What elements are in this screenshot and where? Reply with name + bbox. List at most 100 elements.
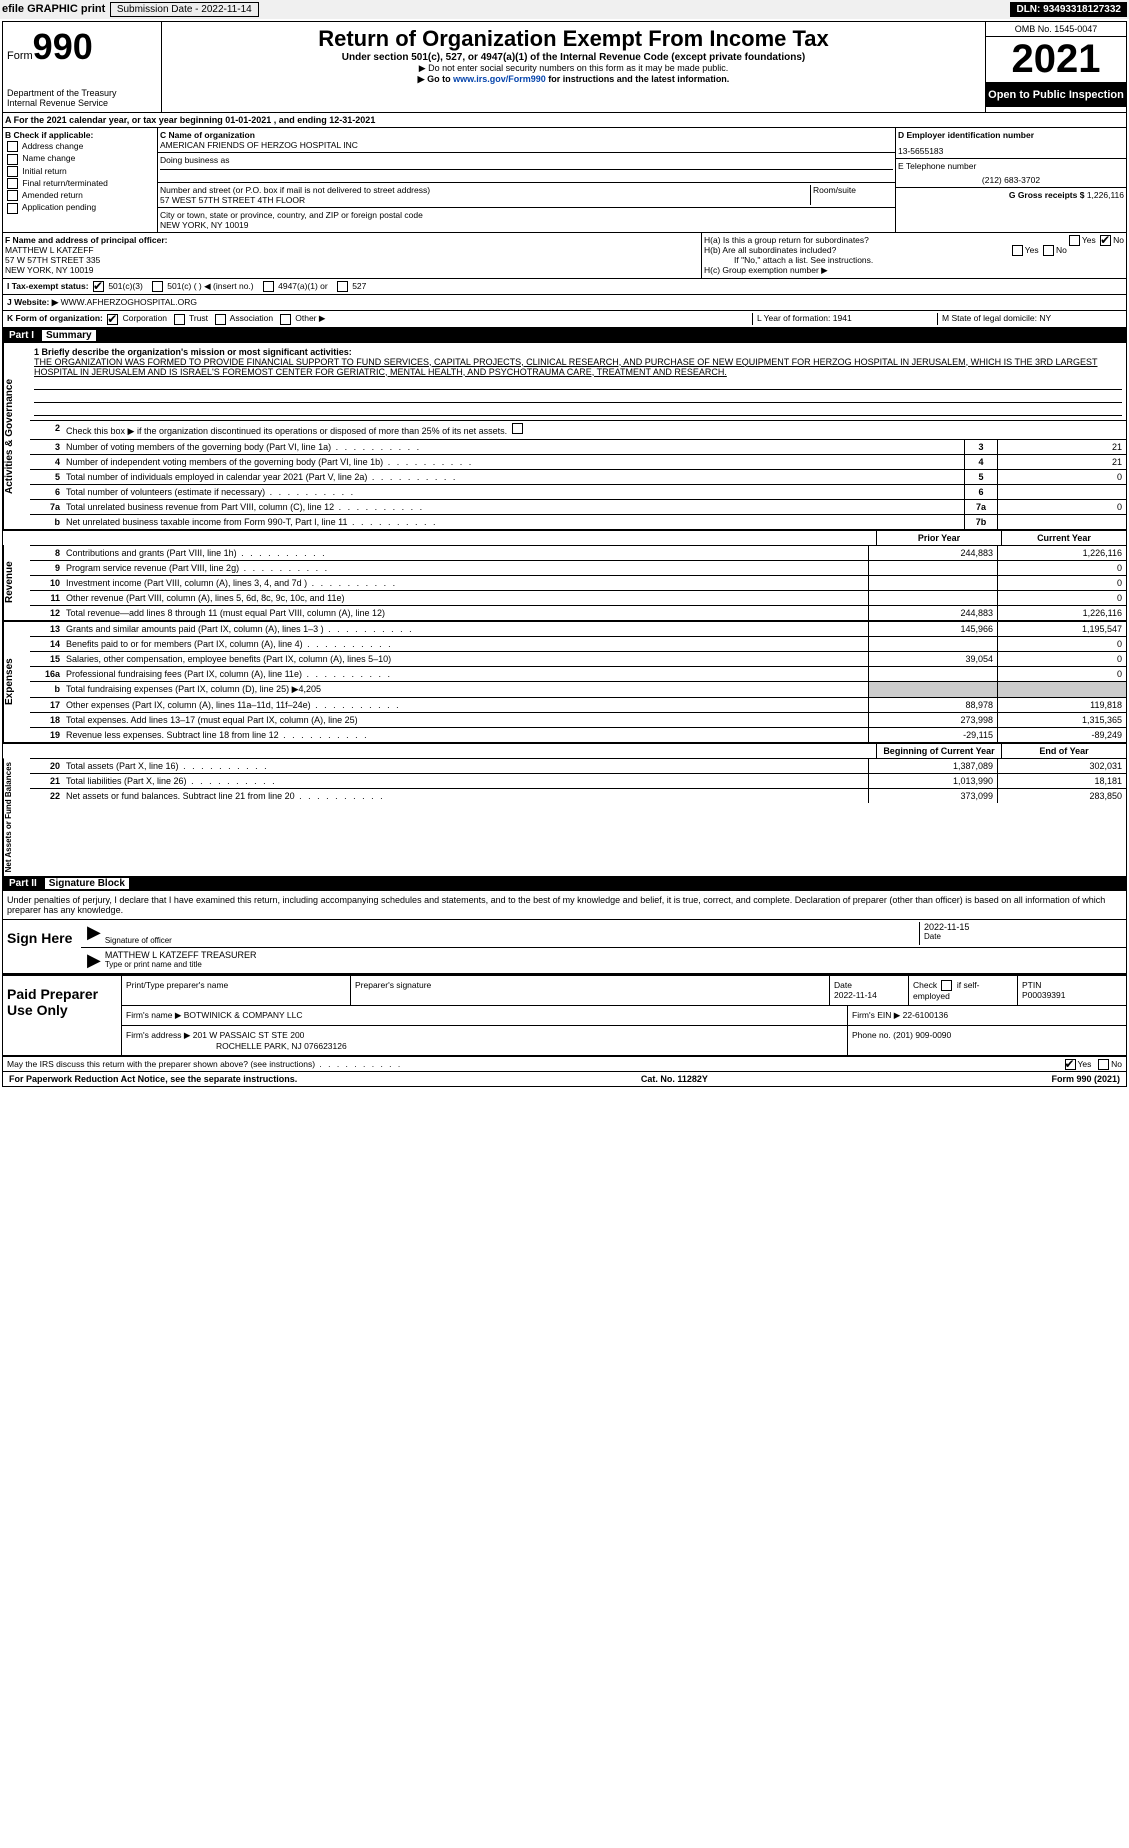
chk-discuss-no[interactable]: [1098, 1059, 1109, 1070]
line-21: Total liabilities (Part X, line 26): [64, 774, 868, 788]
c11: 0: [997, 591, 1126, 605]
line-16b: Total fundraising expenses (Part IX, col…: [64, 682, 868, 697]
block-b-label: B Check if applicable:: [5, 130, 155, 140]
prep-sig-label: Preparer's signature: [355, 980, 825, 990]
p15: 39,054: [868, 652, 997, 666]
p21: 1,013,990: [868, 774, 997, 788]
chk-line2[interactable]: [512, 423, 523, 434]
period-line: A For the 2021 calendar year, or tax yea…: [3, 113, 1126, 128]
chk-address-change[interactable]: [7, 141, 18, 152]
year-header-na: Beginning of Current Year End of Year: [3, 742, 1126, 758]
val-7a: 0: [997, 500, 1126, 514]
form-number: 990: [33, 26, 93, 67]
prep-date: 2022-11-14: [834, 990, 904, 1000]
c19: -89,249: [997, 728, 1126, 742]
block-c: C Name of organization AMERICAN FRIENDS …: [158, 128, 895, 232]
phone-value: (212) 683-3702: [898, 175, 1124, 185]
c21: 18,181: [997, 774, 1126, 788]
submission-date-box: Submission Date - 2022-11-14: [110, 2, 259, 17]
chk-corporation[interactable]: [107, 314, 118, 325]
sign-here-label: Sign Here: [3, 920, 81, 973]
year-header-rev: Prior Year Current Year: [3, 529, 1126, 545]
firm-name: BOTWINICK & COMPANY LLC: [184, 1010, 303, 1020]
ein-value: 13-5655183: [898, 146, 1124, 156]
part2-header: Part IISignature Block: [3, 876, 1126, 891]
chk-final-return[interactable]: [7, 178, 18, 189]
chk-4947[interactable]: [263, 281, 274, 292]
irs-link[interactable]: www.irs.gov/Form990: [453, 74, 546, 84]
chk-ha-yes[interactable]: [1069, 235, 1080, 246]
firm-name-label: Firm's name ▶: [126, 1010, 181, 1020]
prep-name-label: Print/Type preparer's name: [126, 980, 346, 990]
form-subtitle: Under section 501(c), 527, or 4947(a)(1)…: [166, 52, 981, 63]
row-i-label: I Tax-exempt status:: [7, 281, 89, 291]
form-title: Return of Organization Exempt From Incom…: [166, 26, 981, 52]
line-7b: Net unrelated business taxable income fr…: [64, 515, 964, 529]
paid-preparer-label: Paid Preparer Use Only: [3, 976, 122, 1055]
part1-title: Summary: [42, 330, 96, 341]
street-label: Number and street (or P.O. box if mail i…: [160, 185, 810, 195]
p11: [868, 591, 997, 605]
arrow-icon: ▶: [83, 950, 105, 971]
chk-501c[interactable]: [152, 281, 163, 292]
p22: 373,099: [868, 789, 997, 803]
row-k-label: K Form of organization:: [7, 313, 103, 323]
self-employed-label: Check if self-employed: [913, 980, 980, 1001]
omb-number: OMB No. 1545-0047: [986, 22, 1126, 37]
chk-amended-return[interactable]: [7, 190, 18, 201]
mission-block: 1 Briefly describe the organization's mi…: [30, 343, 1126, 420]
officer-name: MATTHEW L KATZEFF: [5, 245, 699, 255]
row-m: M State of legal domicile: NY: [937, 313, 1122, 324]
chk-association[interactable]: [215, 314, 226, 325]
c8: 1,226,116: [997, 546, 1126, 560]
chk-527[interactable]: [337, 281, 348, 292]
line-4: Number of independent voting members of …: [64, 455, 964, 469]
block-b: B Check if applicable: Address change Na…: [3, 128, 158, 232]
c18: 1,315,365: [997, 713, 1126, 727]
sig-date: 2022-11-15: [924, 922, 1124, 932]
chk-other[interactable]: [280, 314, 291, 325]
p14: [868, 637, 997, 651]
val-6: [997, 485, 1126, 499]
dln-label: DLN: 93493318127332: [1010, 2, 1127, 17]
top-bar: efile GRAPHIC print Submission Date - 20…: [0, 0, 1129, 19]
chk-hb-no[interactable]: [1043, 245, 1054, 256]
line-8: Contributions and grants (Part VIII, lin…: [64, 546, 868, 560]
firm-phone-label: Phone no.: [852, 1030, 891, 1040]
c15: 0: [997, 652, 1126, 666]
efile-label: efile GRAPHIC print: [2, 3, 105, 15]
chk-self-employed[interactable]: [941, 980, 952, 991]
chk-initial-return[interactable]: [7, 166, 18, 177]
dept-irs: Internal Revenue Service: [7, 98, 157, 108]
declaration: Under penalties of perjury, I declare th…: [3, 891, 1126, 919]
chk-trust[interactable]: [174, 314, 185, 325]
val-4: 21: [997, 455, 1126, 469]
c9: 0: [997, 561, 1126, 575]
c16b: [997, 682, 1126, 697]
p20: 1,387,089: [868, 759, 997, 773]
ssn-notice: ▶ Do not enter social security numbers o…: [166, 63, 981, 74]
form-word: Form: [7, 50, 33, 62]
dba-value: [160, 169, 893, 180]
name-label: C Name of organization: [160, 130, 893, 140]
chk-501c3[interactable]: [93, 281, 104, 292]
c14: 0: [997, 637, 1126, 651]
officer-addr1: 57 W 57TH STREET 335: [5, 255, 699, 265]
chk-hb-yes[interactable]: [1012, 245, 1023, 256]
val-5: 0: [997, 470, 1126, 484]
line-18: Total expenses. Add lines 13–17 (must eq…: [64, 713, 868, 727]
p10: [868, 576, 997, 590]
ptin-label: PTIN: [1022, 980, 1122, 990]
val-3: 21: [997, 440, 1126, 454]
street-value: 57 WEST 57TH STREET 4TH FLOOR: [160, 195, 810, 205]
discuss-line: May the IRS discuss this return with the…: [3, 1057, 1126, 1072]
cat-no: Cat. No. 11282Y: [641, 1074, 708, 1084]
chk-ha-no[interactable]: [1100, 235, 1111, 246]
phone-label: E Telephone number: [898, 161, 1124, 171]
chk-name-change[interactable]: [7, 154, 18, 165]
line-19: Revenue less expenses. Subtract line 18 …: [64, 728, 868, 742]
chk-discuss-yes[interactable]: [1065, 1059, 1076, 1070]
chk-application-pending[interactable]: [7, 203, 18, 214]
p13: 145,966: [868, 622, 997, 636]
page-footer: For Paperwork Reduction Act Notice, see …: [3, 1072, 1126, 1086]
